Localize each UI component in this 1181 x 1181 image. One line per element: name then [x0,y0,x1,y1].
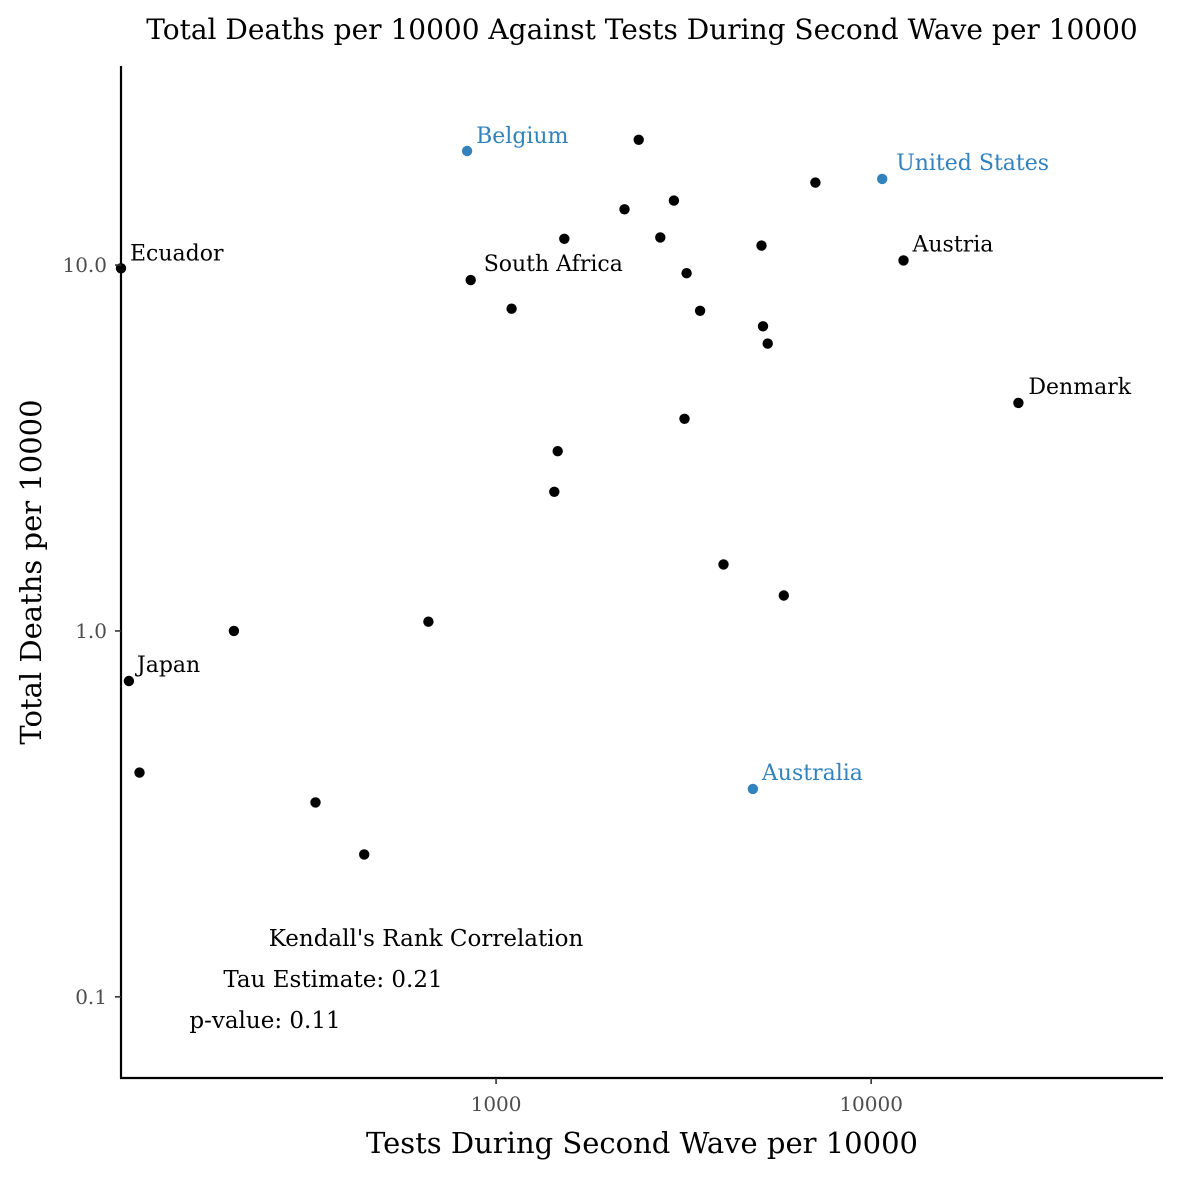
y-axis-title: Total Deaths per 10000 [14,399,48,744]
point-denmark [1013,397,1024,409]
data-point-16 [506,303,517,314]
annotation-pvalue: p-value: 0.11 [189,1008,340,1034]
x-axis-ticks: 1000 10000 [471,1078,903,1116]
data-point-29 [359,849,370,860]
data-point-15 [681,268,692,279]
data-point-20 [679,413,690,424]
chart-title: Total Deaths per 10000 Against Tests Dur… [146,13,1138,46]
x-tick-label-1000: 1000 [471,1092,522,1116]
data-points [115,134,1024,860]
label-denmark: Denmark [1028,375,1131,400]
data-point-28 [310,797,321,808]
data-point-9 [810,177,821,188]
data-point-23 [718,559,729,570]
data-point-10 [668,195,680,206]
data-point-11 [619,204,630,215]
data-point-17 [694,305,706,316]
data-point-21 [552,446,563,457]
x-tick-label-10000: 10000 [839,1092,903,1116]
point-belgium [461,145,473,157]
point-japan [123,675,135,687]
point-austria [898,255,909,266]
data-point-19 [762,338,773,349]
data-point-18 [757,321,769,332]
data-point-13 [655,232,666,243]
annotation-box: Kendall's Rank Correlation Tau Estimate:… [189,926,583,1034]
label-austria: Austria [912,232,994,257]
data-point-22 [549,486,560,497]
label-ecuador: Ecuador [130,241,224,266]
point-labels: Belgium United States Australia Ecuador Sout… [130,124,1132,786]
data-point-25 [228,625,240,637]
y-axis-ticks: 0.1 1.0 10.0 [62,253,121,1009]
data-point-24 [778,590,789,601]
data-point-8 [633,134,644,145]
y-tick-label-0.1: 0.1 [75,985,107,1009]
data-point-14 [756,240,767,251]
label-australia: Australia [761,761,863,786]
y-tick-label-10.0: 10.0 [62,253,107,277]
label-belgium: Belgium [476,124,569,149]
annotation-kendall: Kendall's Rank Correlation [269,926,584,952]
annotation-tau: Tau Estimate: 0.21 [223,967,442,993]
point-united-states [877,173,888,185]
y-tick-label-1.0: 1.0 [75,619,107,643]
data-point-27 [134,767,145,778]
point-australia [747,783,759,795]
label-south-africa: South Africa [484,252,623,277]
label-japan: Japan [135,653,200,678]
label-united-states: United States [896,151,1049,176]
x-axis-title: Tests During Second Wave per 10000 [366,1126,918,1160]
data-point-26 [423,616,434,627]
point-south-africa [465,274,476,286]
data-point-12 [559,233,570,244]
